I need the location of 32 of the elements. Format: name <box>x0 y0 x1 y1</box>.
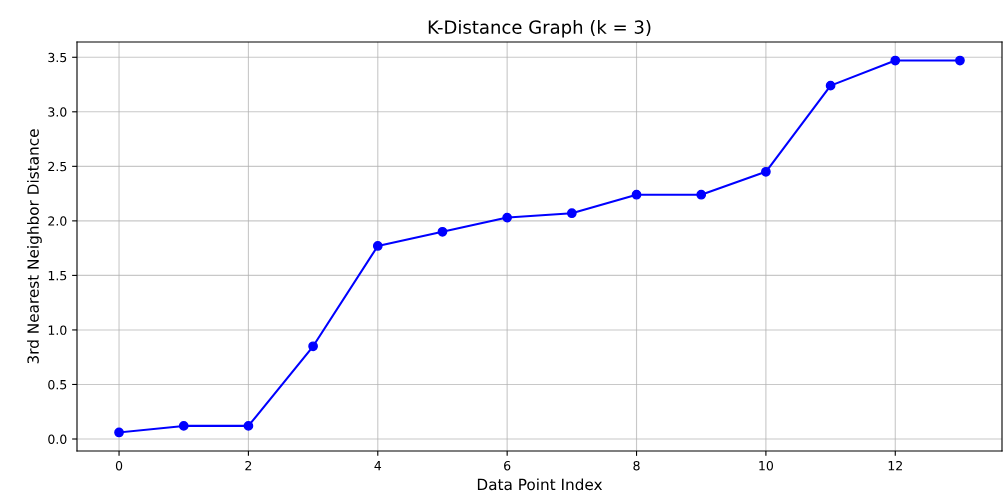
point <box>114 427 124 438</box>
point <box>178 421 189 431</box>
point <box>308 341 318 352</box>
chart-title: K-Distance Graph (k = 3) <box>428 19 651 38</box>
point <box>955 55 965 66</box>
y-tick-label: 2.0 <box>48 216 67 226</box>
x-tick-label: 10 <box>759 460 774 471</box>
point <box>437 226 448 237</box>
y-tick-label: 2.5 <box>48 161 67 172</box>
x-tick-label: 6 <box>504 460 511 471</box>
point <box>372 241 383 251</box>
point <box>696 189 707 200</box>
y-tick-label: 3.0 <box>48 107 67 117</box>
point <box>825 80 836 91</box>
x-tick-label: 12 <box>888 460 902 471</box>
point <box>631 189 642 200</box>
y-axis-title: 3rd Nearest Neighbor Distance <box>27 129 42 364</box>
point <box>502 212 513 223</box>
x-tick-label: 4 <box>374 461 382 471</box>
y-tick-label: 1.5 <box>48 271 67 281</box>
y-tick-label: 0.5 <box>48 379 67 390</box>
x-tick-label: 2 <box>245 460 252 471</box>
y-tick-label: 1.0 <box>48 325 67 335</box>
x-tick-label: 8 <box>633 460 640 471</box>
point <box>761 166 771 177</box>
y-tick-label: 0.0 <box>48 434 67 444</box>
x-axis-title: Data Point Index <box>477 478 603 491</box>
point <box>890 55 901 66</box>
y-tick-label: 3.5 <box>48 52 67 63</box>
x-tick-label: 0 <box>115 460 123 471</box>
point <box>566 208 577 219</box>
point <box>243 421 254 431</box>
